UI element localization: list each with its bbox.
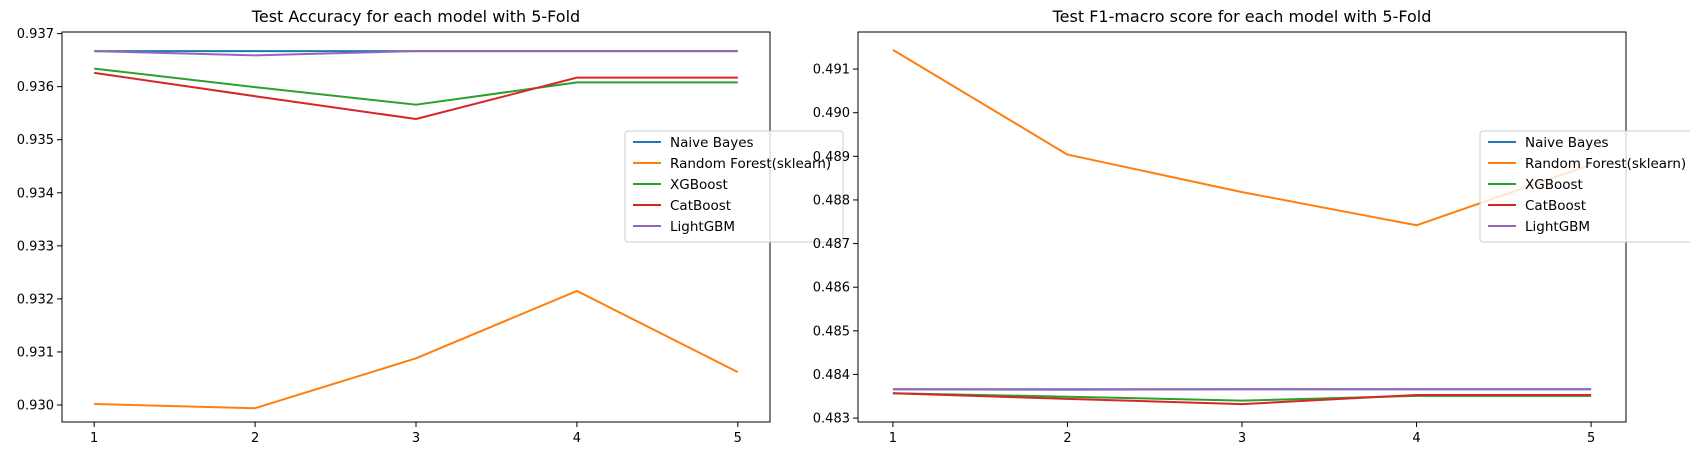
x-tick-label: 1 — [889, 431, 897, 446]
x-tick-label: 4 — [1412, 431, 1420, 446]
x-tick-label: 5 — [1587, 431, 1595, 446]
x-tick-label: 4 — [573, 431, 581, 446]
y-tick-label: 0.934 — [17, 186, 54, 201]
accuracy-chart: Test Accuracy for each model with 5-Fold… — [17, 7, 844, 446]
y-tick-label: 0.932 — [17, 292, 54, 307]
legend-label: CatBoost — [1525, 198, 1586, 214]
y-tick-label: 0.483 — [813, 412, 850, 427]
y-tick-label: 0.488 — [813, 193, 850, 208]
y-tick-label: 0.489 — [813, 150, 850, 165]
y-tick-label: 0.931 — [17, 345, 54, 360]
series-line-lightgbm — [94, 50, 738, 57]
legend-label: CatBoost — [670, 198, 731, 214]
legend-label: Naive Bayes — [670, 135, 754, 151]
y-tick-label: 0.930 — [17, 399, 54, 414]
x-tick-label: 2 — [251, 431, 259, 446]
legend-label: LightGBM — [670, 219, 735, 235]
x-tick-label: 2 — [1063, 431, 1071, 446]
legend: Naive Bayes Random Forest(sklearn) XGBoost… — [624, 130, 844, 243]
y-tick-label: 0.933 — [17, 239, 54, 254]
x-tick-label: 1 — [90, 431, 98, 446]
legend-label: XGBoost — [1525, 177, 1583, 193]
f1-macro-chart: Test F1-macro score for each model with … — [813, 7, 1690, 446]
y-tick-label: 0.491 — [813, 63, 850, 78]
y-tick-label: 0.485 — [813, 324, 850, 339]
legend: Naive Bayes Random Forest(sklearn) XGBoost… — [1479, 130, 1690, 243]
legend-label: LightGBM — [1525, 219, 1590, 235]
series-line-catboost — [94, 71, 738, 121]
y-tick-label: 0.484 — [813, 368, 850, 383]
x-tick-label: 3 — [412, 431, 420, 446]
x-tick-label: 5 — [734, 431, 742, 446]
legend-label: Random Forest(sklearn) — [670, 156, 831, 172]
series-line-random-forest-sklearn- — [892, 49, 1592, 227]
y-tick-label: 0.487 — [813, 237, 850, 252]
legend-frame — [624, 130, 844, 243]
y-tick-label: 0.937 — [17, 27, 54, 42]
series-line-xgboost — [94, 67, 738, 106]
legend-label: XGBoost — [670, 177, 728, 193]
y-tick-label: 0.490 — [813, 106, 850, 121]
y-tick-label: 0.935 — [17, 133, 54, 148]
x-tick-label: 3 — [1238, 431, 1246, 446]
legend-frame — [1479, 130, 1690, 243]
chart-title: Test F1-macro score for each model with … — [1052, 7, 1432, 26]
legend-label: Naive Bayes — [1525, 135, 1609, 151]
series-line-random-forest-sklearn- — [94, 289, 739, 410]
legend-label: Random Forest(sklearn) — [1525, 156, 1686, 172]
y-tick-label: 0.486 — [813, 281, 850, 296]
chart-title: Test Accuracy for each model with 5-Fold — [251, 7, 580, 26]
series-line-catboost — [892, 392, 1592, 406]
y-tick-label: 0.936 — [17, 80, 54, 95]
